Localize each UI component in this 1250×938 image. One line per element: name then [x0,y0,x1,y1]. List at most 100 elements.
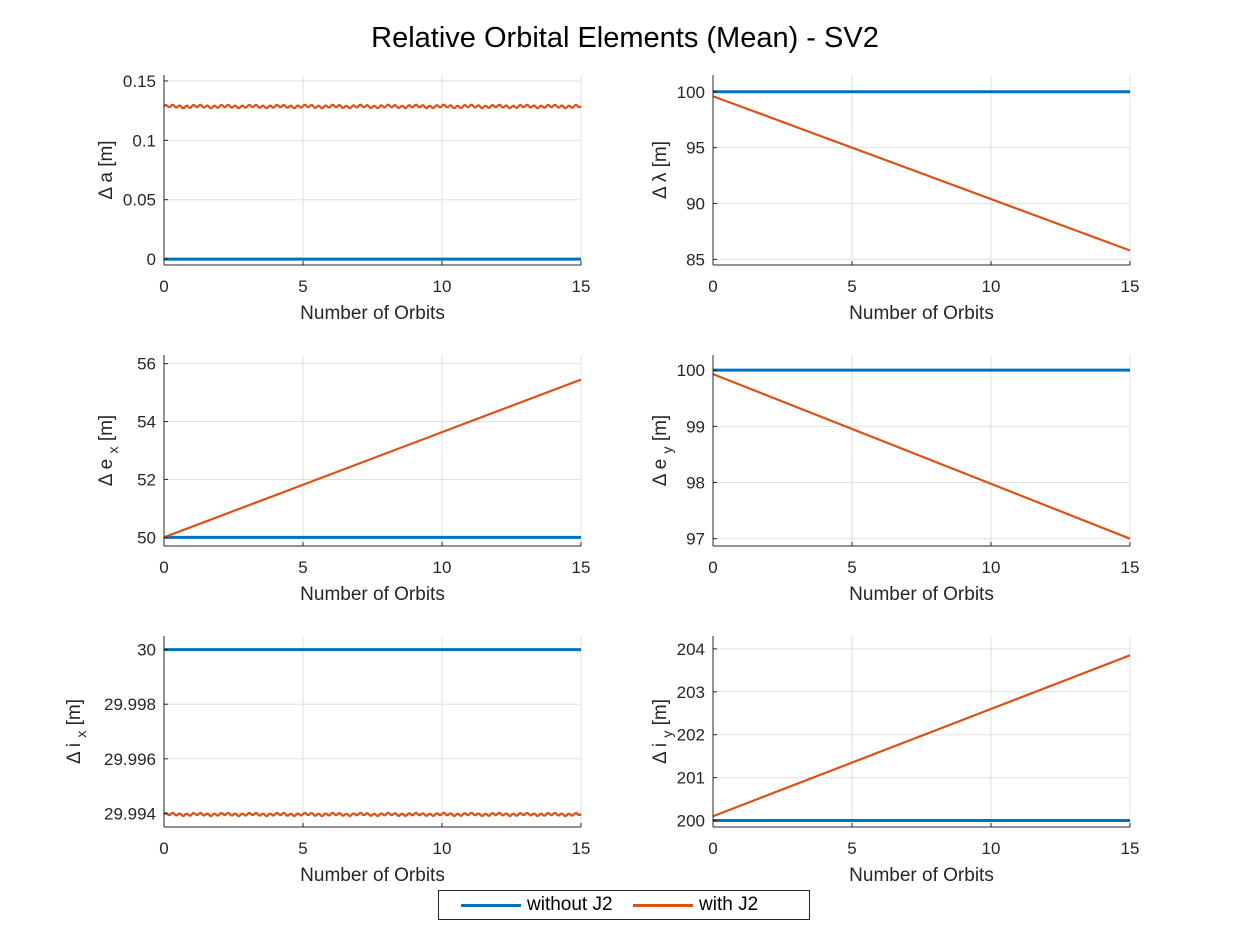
y-axis-label-unit: [m] [650,699,671,731]
x-tick-label: 15 [1121,277,1140,296]
plot-area [713,636,1130,827]
legend-swatch-with-j2 [633,903,693,907]
y-tick-label: 202 [677,726,705,745]
y-tick-label: 100 [677,361,705,380]
legend-label-with-j2: with J2 [699,894,759,915]
y-axis-label-unit: [m] [64,699,85,731]
y-axis-label: Δ e x [m] [96,415,121,486]
plot-area [713,75,1130,265]
x-tick-label: 0 [159,839,168,858]
series-line-with-j2 [163,103,582,110]
plot-area [164,355,581,546]
y-tick-label: 200 [677,812,705,831]
legend-label-without-j2: without J2 [527,894,613,915]
y-tick-label: 100 [677,83,705,102]
x-tick-label: 10 [982,277,1001,296]
x-tick-label: 5 [298,558,307,577]
subplot-4: 0 5 10 15 97 98 99 100 Number of Orbits Δ e y [m] [650,355,1139,605]
series-line-with-j2 [712,654,1131,818]
y-tick-label: 0.1 [132,131,156,150]
y-tick-label: 95 [686,139,705,158]
x-tick-label: 10 [982,839,1001,858]
x-tick-label: 10 [433,277,452,296]
y-axis-label-subscript: y [659,731,675,738]
y-axis-label-main: Δ e [96,453,117,486]
x-tick-label: 0 [708,839,717,858]
legend-item-without-j2: without J2 [461,891,613,919]
y-tick-label: 97 [686,530,705,549]
x-tick-label: 0 [708,558,717,577]
y-axis-label: Δ a [m] [96,140,117,199]
y-tick-label: 98 [686,474,705,493]
y-tick-label: 30 [137,641,156,660]
x-tick-label: 10 [433,839,452,858]
x-tick-label: 15 [572,558,591,577]
y-tick-label: 29.994 [104,804,156,823]
x-tick-label: 15 [1121,558,1140,577]
series-line-with-j2 [712,373,1131,540]
y-axis-label-main: Δ e [650,453,671,486]
x-tick-label: 0 [159,277,168,296]
x-axis-label: Number of Orbits [300,303,445,324]
subplot-6: 0 5 10 15 200 201 202 203 204 Number of Orbits Δ i… [650,636,1139,886]
y-tick-label: 29.998 [104,695,156,714]
y-axis-label-main: Δ i [64,738,85,764]
y-axis-label-main: Δ i [650,738,671,764]
plot-area [164,75,581,265]
subplot-1: 0 5 10 15 0 0.05 0.1 0.15 Number of Orbits Δ a [m… [96,72,590,324]
legend: without J2 with J2 [438,890,810,920]
y-tick-label: 54 [137,413,156,432]
y-axis-label-subscript: x [73,731,89,738]
x-axis-label: Number of Orbits [849,303,994,324]
y-axis-label: Δ i x [m] [64,699,89,764]
legend-item-with-j2: with J2 [633,891,758,919]
legend-swatch-without-j2 [461,903,521,907]
y-axis-label-unit: [m] [96,415,117,447]
y-axis-label: Δ λ [m] [650,141,671,199]
x-tick-label: 15 [1121,839,1140,858]
x-tick-label: 5 [847,277,856,296]
y-tick-label: 0.05 [123,191,156,210]
x-tick-label: 10 [982,558,1001,577]
y-tick-label: 50 [137,528,156,547]
x-axis-label: Number of Orbits [849,865,994,886]
subplot-3: 0 5 10 15 50 52 54 56 Number of Orbits Δ e x [m] [96,355,590,605]
x-tick-label: 5 [298,839,307,858]
series-line-with-j2 [712,95,1131,252]
y-axis-label: Δ i y [m] [650,699,675,764]
y-tick-label: 85 [686,250,705,269]
x-tick-label: 15 [572,839,591,858]
x-tick-label: 15 [572,277,591,296]
x-tick-label: 0 [708,277,717,296]
y-axis-label-subscript: x [105,446,121,453]
y-axis-label-subscript: y [659,446,675,453]
y-tick-label: 204 [677,640,705,659]
series-line-with-j2 [163,811,582,818]
y-tick-label: 90 [686,195,705,214]
y-axis-label-unit: [m] [650,415,671,447]
y-tick-label: 99 [686,417,705,436]
y-tick-label: 201 [677,769,705,788]
y-tick-label: 0.15 [123,72,156,91]
subplot-2: 0 5 10 15 85 90 95 100 Number of Orbits Δ λ [m] [650,75,1139,324]
y-tick-label: 0 [147,250,156,269]
x-tick-label: 0 [159,558,168,577]
series-line-with-j2 [163,378,582,539]
x-tick-label: 5 [847,839,856,858]
y-tick-label: 203 [677,683,705,702]
x-tick-label: 5 [847,558,856,577]
y-tick-label: 52 [137,470,156,489]
x-tick-label: 10 [433,558,452,577]
x-axis-label: Number of Orbits [849,584,994,605]
y-tick-label: 56 [137,355,156,374]
plot-area [713,355,1130,546]
x-axis-label: Number of Orbits [300,584,445,605]
y-axis-label: Δ e y [m] [650,415,675,486]
figure-title: Relative Orbital Elements (Mean) - SV2 [371,22,879,54]
subplot-5: 0 5 10 15 29.994 29.996 29.998 30 Number of Orbi… [64,636,590,886]
x-tick-label: 5 [298,277,307,296]
x-axis-label: Number of Orbits [300,865,445,886]
plot-area [164,636,581,827]
y-tick-label: 29.996 [104,750,156,769]
